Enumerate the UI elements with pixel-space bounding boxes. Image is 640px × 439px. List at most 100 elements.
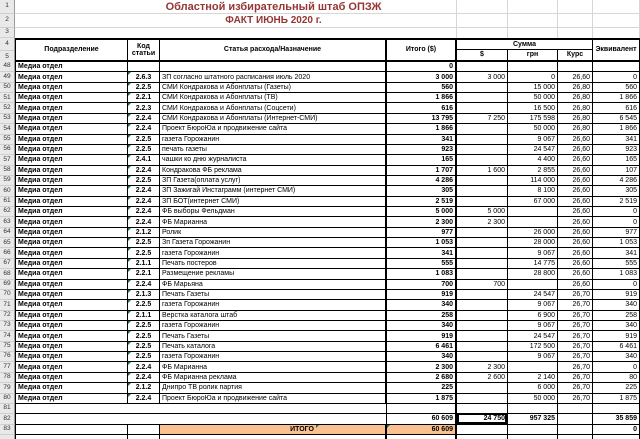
- cell-equivalent[interactable]: 4 286: [593, 175, 640, 187]
- row-header-74[interactable]: 74: [0, 331, 15, 342]
- cell-equivalent[interactable]: 1 875: [593, 393, 640, 404]
- sheet-subtitle[interactable]: ФАКТ ИЮНЬ 2020 г.: [160, 14, 387, 28]
- cell-equivalent[interactable]: 6 545: [593, 113, 640, 125]
- col-header-rate[interactable]: Курс: [558, 50, 593, 60]
- cell-merged[interactable]: [15, 403, 387, 415]
- empty-cell[interactable]: [457, 0, 508, 14]
- cell-rate[interactable]: 26,70: [558, 300, 593, 311]
- cell-code[interactable]: 2.2.4: [128, 362, 160, 373]
- cell-total[interactable]: 341: [387, 248, 457, 259]
- cell-rate[interactable]: 26,70: [558, 362, 593, 373]
- cell-usd[interactable]: 700: [457, 279, 508, 290]
- cell-uah[interactable]: 24 547: [508, 144, 558, 156]
- row-header-59[interactable]: 59: [0, 175, 15, 187]
- cell-usd[interactable]: [457, 227, 508, 239]
- cell-usd[interactable]: [457, 331, 508, 342]
- cell-item[interactable]: печать газеты: [160, 144, 387, 156]
- cell-rate[interactable]: 26,60: [558, 258, 593, 270]
- cell-code[interactable]: 2.2.4: [128, 186, 160, 197]
- cell-equivalent[interactable]: 0: [593, 424, 640, 435]
- cell-total[interactable]: 1 083: [387, 269, 457, 280]
- cell-code[interactable]: 2.1.1: [128, 310, 160, 321]
- cell-usd[interactable]: [457, 383, 508, 394]
- cell-merged[interactable]: [15, 414, 387, 425]
- cell-usd[interactable]: [457, 424, 508, 435]
- cell-code[interactable]: 2.2.3: [128, 103, 160, 114]
- cell-uah[interactable]: 9 067: [508, 248, 558, 259]
- cell-equivalent[interactable]: 0: [593, 72, 640, 83]
- cell-total[interactable]: 340: [387, 300, 457, 311]
- empty-cell[interactable]: [387, 0, 457, 14]
- cell-equivalent[interactable]: 80: [593, 372, 640, 384]
- cell-total[interactable]: 977: [387, 227, 457, 239]
- row-header-61[interactable]: 61: [0, 196, 15, 208]
- cell-usd[interactable]: [457, 82, 508, 94]
- cell-rate[interactable]: 26,70: [558, 331, 593, 342]
- cell-code[interactable]: 2.2.4: [128, 124, 160, 135]
- cell-usd[interactable]: [457, 62, 508, 73]
- cell-code[interactable]: 2.2.4: [128, 113, 160, 125]
- cell-total[interactable]: 60 609: [387, 414, 457, 425]
- empty-cell[interactable]: [593, 14, 640, 28]
- cell-equivalent[interactable]: 305: [593, 186, 640, 197]
- row-header-83[interactable]: 83: [0, 424, 15, 435]
- cell-total[interactable]: 923: [387, 144, 457, 156]
- row-header-82[interactable]: 82: [0, 414, 15, 425]
- cell-uah[interactable]: 0: [508, 72, 558, 83]
- cell-total[interactable]: 340: [387, 352, 457, 363]
- cell-usd[interactable]: [457, 196, 508, 208]
- row-header-48[interactable]: 48: [0, 62, 15, 73]
- cell-uah[interactable]: 9 067: [508, 320, 558, 332]
- cell-item[interactable]: ФБ Марианна: [160, 362, 387, 373]
- cell-item[interactable]: ЗП Газета(оплата услуг): [160, 175, 387, 187]
- cell-total[interactable]: 1 875: [387, 393, 457, 404]
- cell-item[interactable]: Размещение рекламы: [160, 269, 387, 280]
- cell-item[interactable]: газета Горожанин: [160, 320, 387, 332]
- cell-uah[interactable]: 8 100: [508, 186, 558, 197]
- cell-uah[interactable]: 2 855: [508, 165, 558, 176]
- cell-code[interactable]: 2.2.5: [128, 300, 160, 311]
- row-header-4[interactable]: 4: [0, 38, 14, 51]
- cell-item[interactable]: Зп Газета Горожанин: [160, 238, 387, 249]
- cell-equivalent[interactable]: 0: [593, 279, 640, 290]
- cell-equivalent[interactable]: 341: [593, 248, 640, 259]
- cell-department[interactable]: Медиа отдел: [15, 258, 128, 270]
- row-header-56[interactable]: 56: [0, 144, 15, 156]
- cell-department[interactable]: Медиа отдел: [15, 362, 128, 373]
- cell-item[interactable]: Кондракова ФБ реклама: [160, 165, 387, 176]
- empty-cell[interactable]: [593, 0, 640, 14]
- cell-department[interactable]: Медиа отдел: [15, 93, 128, 104]
- cell-total[interactable]: 560: [387, 82, 457, 94]
- empty-cell[interactable]: [128, 434, 160, 439]
- cell-usd[interactable]: [457, 269, 508, 280]
- cell-uah[interactable]: [508, 362, 558, 373]
- cell-code[interactable]: 2.2.4: [128, 217, 160, 228]
- row-header-58[interactable]: 58: [0, 165, 15, 176]
- cell-department[interactable]: Медиа отдел: [15, 352, 128, 363]
- row-header-76[interactable]: 76: [0, 352, 15, 363]
- row-header-80[interactable]: 80: [0, 393, 15, 404]
- row-header-67[interactable]: 67: [0, 258, 15, 270]
- cell-item[interactable]: Печать Газеты: [160, 289, 387, 301]
- cell-total[interactable]: 6 461: [387, 341, 457, 353]
- cell-total[interactable]: 2 300: [387, 362, 457, 373]
- row-header-69[interactable]: 69: [0, 279, 15, 290]
- cell-uah[interactable]: 6 900: [508, 310, 558, 321]
- cell-total[interactable]: 1 866: [387, 124, 457, 135]
- empty-cell[interactable]: [558, 14, 593, 28]
- cell-total[interactable]: 2 300: [387, 217, 457, 228]
- cell-code[interactable]: 2.1.2: [128, 227, 160, 239]
- cell-equivalent[interactable]: 919: [593, 331, 640, 342]
- cell-rate[interactable]: [558, 414, 593, 425]
- row-header-70[interactable]: 70: [0, 289, 15, 301]
- row-header-5[interactable]: 5: [5, 52, 9, 60]
- cell-uah[interactable]: 67 000: [508, 196, 558, 208]
- row-header-68[interactable]: 68: [0, 269, 15, 280]
- cell-department[interactable]: Медиа отдел: [15, 341, 128, 353]
- cell-department[interactable]: Медиа отдел: [15, 207, 128, 218]
- row-header-57[interactable]: 57: [0, 155, 15, 166]
- col-header-usd[interactable]: $: [457, 50, 508, 60]
- row-header-52[interactable]: 52: [0, 103, 15, 114]
- row-header-79[interactable]: 79: [0, 383, 15, 394]
- cell-rate[interactable]: 26,60: [558, 217, 593, 228]
